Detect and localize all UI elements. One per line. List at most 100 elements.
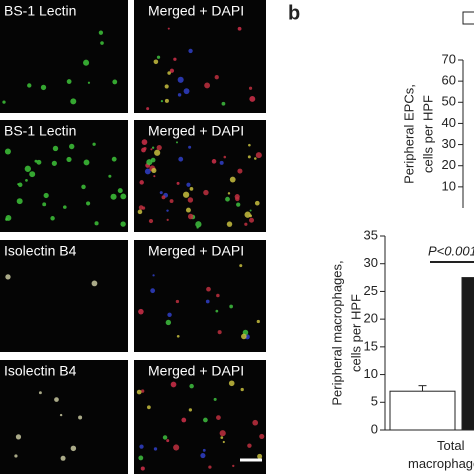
cell xyxy=(25,179,28,182)
cell xyxy=(42,202,47,207)
y-axis-label: cells per HPF xyxy=(420,95,435,173)
cell xyxy=(215,309,219,313)
cell xyxy=(188,48,193,54)
cell xyxy=(83,159,90,166)
cell xyxy=(183,88,190,95)
cell xyxy=(229,176,236,183)
cell xyxy=(229,304,233,309)
cell xyxy=(5,215,12,221)
micrograph xyxy=(0,0,128,113)
panel-caption: Merged + DAPI xyxy=(148,3,244,19)
cell xyxy=(195,221,202,228)
cell xyxy=(92,142,96,146)
cell xyxy=(187,213,194,220)
y-tick-label: 70 xyxy=(442,51,456,66)
micrograph xyxy=(0,240,128,352)
cell xyxy=(169,68,175,73)
y-tick-label: 20 xyxy=(442,157,456,172)
cell xyxy=(236,202,241,207)
cell xyxy=(38,391,42,395)
cell xyxy=(141,206,146,210)
cell xyxy=(156,145,162,151)
cell xyxy=(189,187,194,191)
cell xyxy=(83,59,90,66)
cell xyxy=(240,387,244,392)
y-tick-label: 50 xyxy=(442,94,456,109)
cell xyxy=(216,415,221,420)
cell xyxy=(202,448,206,452)
cell xyxy=(151,146,155,149)
cell xyxy=(16,198,23,205)
cell xyxy=(98,30,104,35)
cell xyxy=(138,308,144,315)
micrograph xyxy=(134,120,266,232)
cell xyxy=(175,141,179,144)
cell xyxy=(36,159,42,165)
cell xyxy=(117,188,123,194)
micrograph xyxy=(0,360,128,474)
cell xyxy=(120,221,126,227)
cell xyxy=(259,433,265,440)
y-tick-label: 25 xyxy=(364,283,378,298)
y-tick-label: 60 xyxy=(442,73,456,88)
cell xyxy=(85,201,91,206)
legend-swatch xyxy=(462,11,474,25)
cell xyxy=(208,465,212,469)
cell xyxy=(140,466,145,471)
cell xyxy=(220,436,224,439)
cell xyxy=(159,191,163,195)
cell xyxy=(177,93,182,97)
cell xyxy=(182,191,190,198)
cell xyxy=(141,147,146,153)
cell xyxy=(249,217,255,223)
cell xyxy=(4,148,11,155)
cell xyxy=(186,182,191,187)
y-tick-label: 0 xyxy=(371,421,378,436)
y-tick-label: 30 xyxy=(364,255,378,270)
cell xyxy=(203,189,209,196)
cell xyxy=(141,139,148,145)
cell xyxy=(188,408,193,412)
cell xyxy=(166,218,169,221)
cell xyxy=(169,199,174,204)
cell xyxy=(51,160,57,166)
cell xyxy=(170,381,177,388)
cell xyxy=(228,380,235,387)
panel-caption: BS-1 Lectin xyxy=(4,123,76,139)
panel-caption: Merged + DAPI xyxy=(148,123,244,139)
cell xyxy=(27,83,32,88)
cell xyxy=(217,330,222,335)
cell xyxy=(216,293,220,298)
cell xyxy=(150,288,156,294)
cell xyxy=(185,207,191,213)
cell xyxy=(165,319,172,326)
cell xyxy=(227,192,231,195)
micrograph xyxy=(0,120,128,232)
cell xyxy=(166,209,169,212)
cell xyxy=(153,447,158,451)
cell xyxy=(213,397,217,401)
cell xyxy=(52,145,59,152)
cell xyxy=(173,57,177,61)
cell xyxy=(237,26,242,31)
cell xyxy=(153,175,156,178)
cell xyxy=(60,455,66,461)
cell xyxy=(63,205,67,209)
cell xyxy=(66,79,72,84)
cell xyxy=(78,415,83,420)
cell xyxy=(161,195,166,200)
cell xyxy=(144,168,151,175)
panel-label: b xyxy=(288,2,300,24)
cell xyxy=(18,182,23,188)
cell xyxy=(237,168,243,174)
cell xyxy=(59,413,63,417)
cell xyxy=(160,99,164,103)
panel-caption: Merged + DAPI xyxy=(148,363,244,379)
cell xyxy=(139,444,144,449)
cell xyxy=(226,221,233,227)
cell xyxy=(253,157,257,160)
cell xyxy=(110,193,117,200)
cell xyxy=(91,280,98,287)
cell xyxy=(257,453,263,459)
